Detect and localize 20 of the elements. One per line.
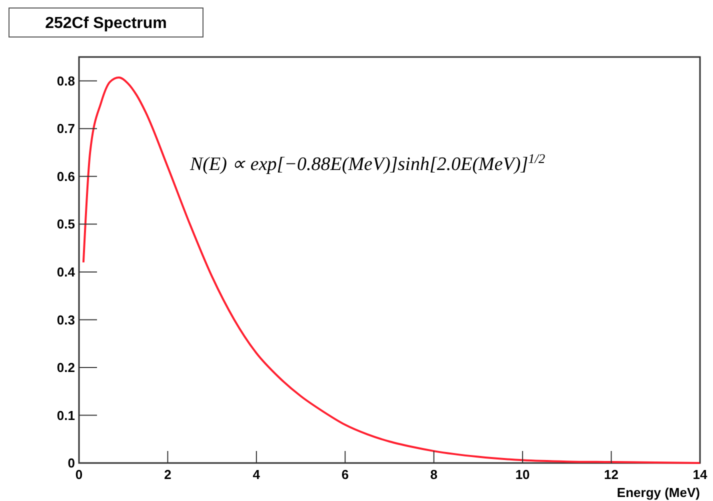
x-tick-label: 4 xyxy=(252,467,261,482)
y-tick-label: 0.3 xyxy=(56,312,75,328)
y-tick-label: 0.4 xyxy=(56,264,76,280)
annotation: N(E) ∝ exp[−0.88E(MeV)]sinh[2.0E(MeV)]$^{1/2}$ xyxy=(189,150,546,175)
y-tick-label: 0.6 xyxy=(56,168,75,184)
x-tick-label: 2 xyxy=(164,467,172,482)
x-tick-label: 10 xyxy=(515,467,530,482)
line-series xyxy=(82,76,701,464)
x-tick-label: 8 xyxy=(430,467,438,482)
y-tick-label: 0.5 xyxy=(56,216,75,232)
x-tick-label: 12 xyxy=(604,467,619,482)
y-tick-label: 0 xyxy=(68,456,75,471)
y-tick-label: 0.7 xyxy=(56,121,75,136)
x-tick-label: 14 xyxy=(692,467,708,482)
x-tick-label: 6 xyxy=(342,467,349,482)
y-tick-label: 0.8 xyxy=(56,73,75,88)
y-tick-label: 0.2 xyxy=(56,360,75,376)
y-tick-label: 0.1 xyxy=(56,408,75,423)
chart-title: 252Cf Spectrum xyxy=(45,15,167,32)
x-axis-title: Energy (MeV) xyxy=(616,485,700,500)
